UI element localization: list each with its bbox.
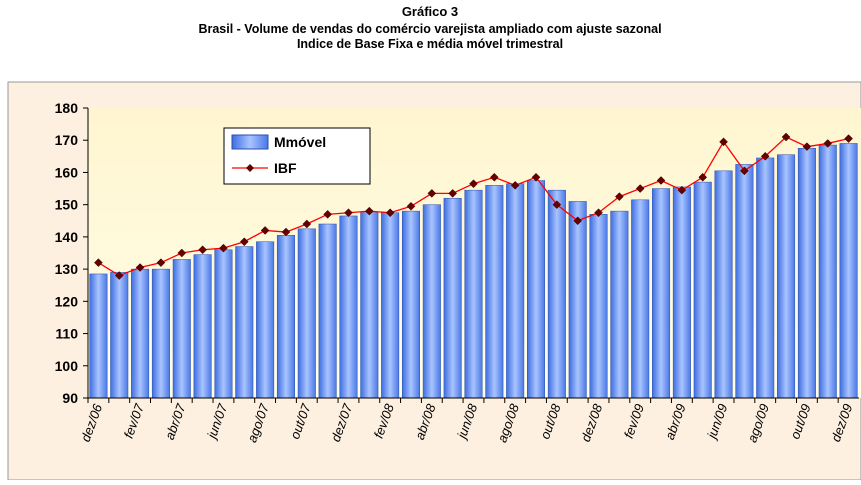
line-marker bbox=[114, 271, 124, 280]
line-marker bbox=[135, 263, 145, 272]
line-marker bbox=[781, 132, 791, 142]
bar bbox=[276, 235, 295, 399]
line-marker bbox=[656, 176, 666, 185]
line-marker bbox=[385, 208, 395, 218]
bar bbox=[401, 210, 420, 399]
bar bbox=[527, 180, 546, 399]
bar bbox=[297, 228, 316, 399]
y-tick-label: 150 bbox=[55, 197, 79, 213]
legend-label: IBF bbox=[274, 160, 297, 176]
line-marker bbox=[594, 208, 603, 218]
y-tick-label: 130 bbox=[55, 261, 79, 277]
y-tick-label: 140 bbox=[55, 229, 79, 245]
legend-label: Mmóvel bbox=[274, 134, 326, 150]
bar bbox=[214, 249, 233, 399]
y-tick-label: 100 bbox=[55, 358, 79, 374]
bar bbox=[714, 170, 733, 399]
chart-subtitle: Indice de Base Fixa e média móvel trimes… bbox=[297, 37, 563, 51]
y-tick-label: 90 bbox=[62, 390, 78, 406]
bar bbox=[631, 199, 650, 399]
bar bbox=[360, 212, 379, 399]
line-marker bbox=[94, 258, 103, 268]
line-marker bbox=[260, 226, 270, 235]
bar bbox=[339, 215, 358, 399]
bar bbox=[485, 185, 504, 399]
line-marker bbox=[573, 216, 583, 226]
y-tick-label: 170 bbox=[55, 132, 79, 148]
bar bbox=[672, 186, 691, 399]
line-marker bbox=[302, 219, 312, 229]
bar bbox=[318, 223, 337, 399]
bar bbox=[610, 210, 629, 399]
y-tick-label: 180 bbox=[55, 100, 79, 116]
y-tick-label: 120 bbox=[55, 293, 79, 309]
line-marker bbox=[802, 142, 812, 152]
line-marker bbox=[615, 192, 624, 201]
line-marker bbox=[427, 189, 437, 198]
line-marker bbox=[719, 137, 728, 147]
bar bbox=[381, 212, 400, 399]
line-marker bbox=[531, 172, 541, 182]
line-marker bbox=[698, 172, 708, 182]
bar bbox=[839, 143, 858, 399]
line-marker bbox=[469, 179, 478, 189]
bar bbox=[652, 188, 671, 399]
bar bbox=[89, 273, 108, 399]
bar bbox=[506, 183, 525, 399]
line-marker bbox=[552, 200, 562, 210]
y-tick-label: 160 bbox=[55, 164, 79, 180]
bar bbox=[693, 181, 712, 399]
bar bbox=[735, 164, 754, 399]
legend-swatch bbox=[246, 164, 254, 172]
line-marker bbox=[760, 151, 770, 161]
line-marker bbox=[281, 227, 291, 237]
bar bbox=[568, 201, 587, 399]
line-marker bbox=[677, 185, 687, 195]
line-marker bbox=[323, 209, 332, 219]
bar bbox=[818, 144, 837, 399]
line-marker bbox=[219, 243, 228, 253]
legend bbox=[223, 127, 371, 185]
bar bbox=[443, 197, 462, 399]
line-marker bbox=[198, 245, 207, 255]
bar bbox=[151, 268, 170, 399]
bar bbox=[193, 254, 212, 399]
line-marker bbox=[364, 206, 374, 216]
chart-subtitle: Brasil - Volume de vendas do comércio va… bbox=[198, 22, 661, 36]
line-marker bbox=[635, 184, 645, 193]
chart-title: Gráfico 3 bbox=[402, 4, 458, 19]
line-marker bbox=[156, 258, 166, 268]
y-tick-label: 110 bbox=[55, 326, 78, 342]
bar bbox=[235, 246, 254, 399]
line-marker bbox=[489, 172, 499, 182]
line-marker bbox=[239, 237, 249, 247]
line-marker bbox=[510, 180, 520, 190]
bar bbox=[464, 189, 483, 399]
bar bbox=[756, 157, 775, 399]
line-marker bbox=[177, 248, 187, 258]
bar bbox=[422, 204, 441, 399]
bar bbox=[797, 148, 816, 399]
bar bbox=[131, 268, 150, 399]
line-marker bbox=[344, 208, 353, 218]
bar bbox=[256, 241, 275, 399]
line-marker bbox=[844, 134, 853, 143]
line-marker bbox=[740, 166, 749, 176]
line-marker bbox=[406, 201, 416, 211]
bar bbox=[110, 272, 129, 399]
line-marker bbox=[448, 189, 458, 198]
bar bbox=[777, 154, 796, 399]
legend-swatch bbox=[231, 134, 269, 150]
line-marker bbox=[823, 139, 833, 148]
bar bbox=[547, 189, 566, 399]
bar bbox=[589, 214, 608, 399]
bar bbox=[172, 259, 191, 399]
